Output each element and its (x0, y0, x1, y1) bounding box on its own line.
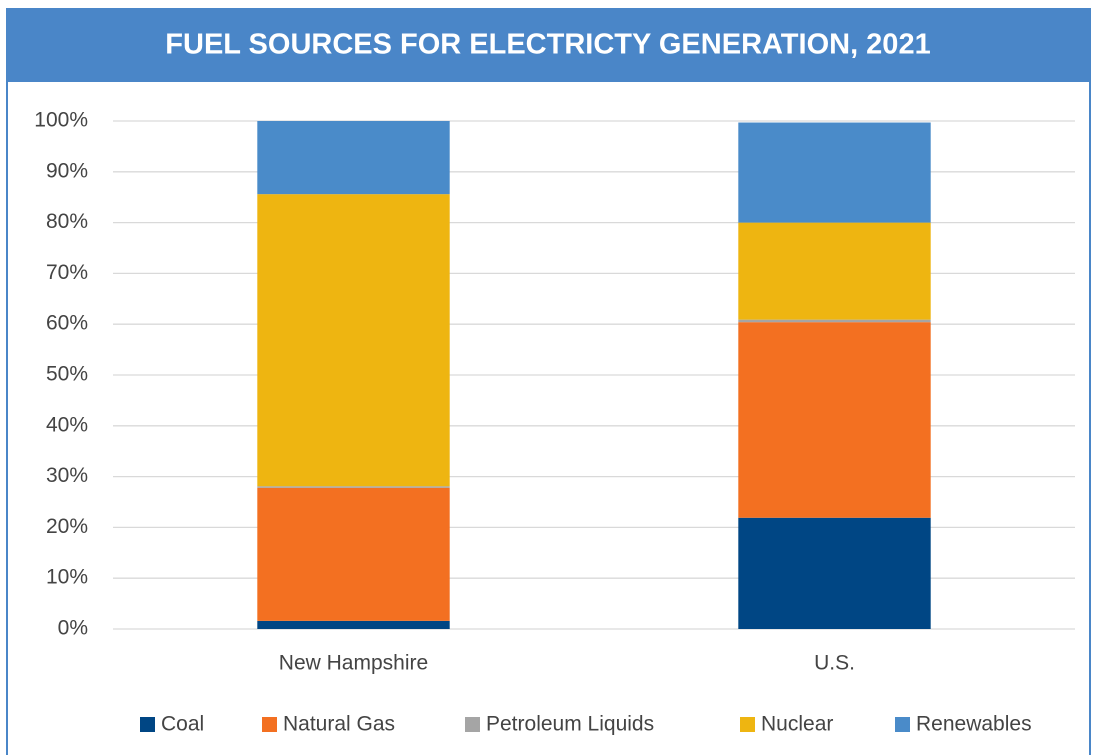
legend-label: Petroleum Liquids (486, 713, 654, 736)
y-tick-label: 0% (58, 617, 88, 640)
bar-segment (257, 487, 450, 621)
legend-label: Natural Gas (283, 713, 395, 736)
y-tick-label: 80% (46, 210, 88, 233)
bar-segment (257, 620, 450, 629)
legend-swatch (895, 717, 910, 732)
y-tick-label: 60% (46, 312, 88, 335)
legend-swatch (465, 717, 480, 732)
bar-segment (738, 319, 931, 323)
legend-swatch (140, 717, 155, 732)
y-tick-label: 70% (46, 261, 88, 284)
legend-label: Nuclear (761, 713, 833, 736)
legend-label: Coal (161, 713, 204, 736)
y-tick-label: 90% (46, 159, 88, 182)
bar-segment (738, 222, 931, 320)
legend-swatch (740, 717, 755, 732)
bar-segment (738, 122, 931, 223)
y-tick-label: 40% (46, 413, 88, 436)
y-tick-label: 30% (46, 464, 88, 487)
bar-segment (738, 322, 931, 518)
legend-label: Renewables (916, 713, 1032, 736)
bar-segment (738, 517, 931, 629)
bar-segment (257, 194, 450, 487)
x-tick-label: U.S. (814, 652, 855, 675)
y-tick-label: 50% (46, 363, 88, 386)
legend-swatch (262, 717, 277, 732)
x-tick-label: New Hampshire (279, 652, 428, 675)
bar-segment (257, 121, 450, 195)
title-banner (6, 8, 1091, 82)
y-tick-label: 20% (46, 515, 88, 538)
y-tick-label: 100% (34, 109, 88, 132)
chart-title: FUEL SOURCES FOR ELECTRICTY GENERATION, … (165, 29, 930, 61)
y-tick-label: 10% (46, 566, 88, 589)
bar-segment (257, 486, 450, 488)
